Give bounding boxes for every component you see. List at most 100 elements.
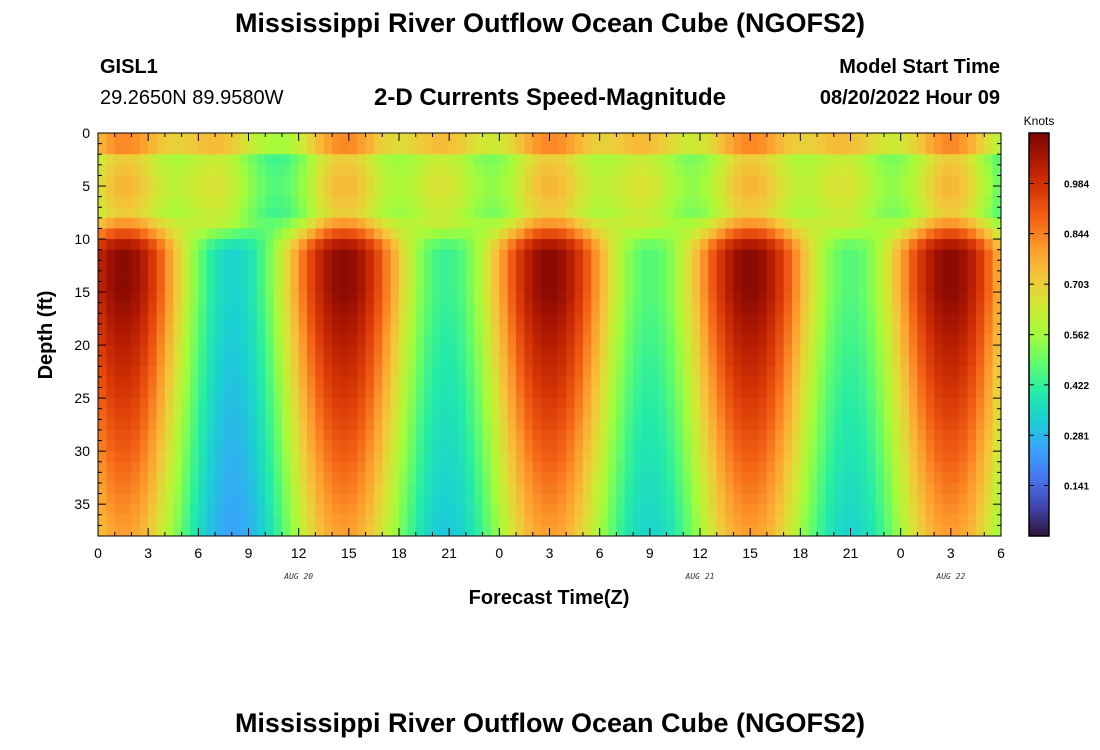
heatmap-cell — [206, 228, 216, 240]
heatmap-cell — [900, 281, 910, 293]
heatmap-cell — [549, 239, 559, 251]
heatmap-cell — [842, 249, 852, 261]
heatmap-cell — [909, 525, 918, 536]
heatmap-cell — [315, 292, 325, 304]
heatmap-cell — [582, 323, 592, 336]
heatmap-cell — [340, 419, 350, 431]
heatmap-cell — [390, 175, 400, 187]
heatmap-cell — [365, 461, 375, 473]
heatmap-cell — [507, 366, 517, 378]
heatmap-cell — [474, 472, 484, 484]
heatmap-cell — [432, 504, 442, 516]
heatmap-cell — [716, 482, 726, 495]
heatmap-cell — [390, 398, 400, 410]
heatmap-cell — [189, 164, 199, 177]
heatmap-cell — [373, 207, 383, 219]
heatmap-cell — [256, 239, 266, 251]
heatmap-cell — [164, 154, 174, 166]
heatmap-cell — [290, 270, 300, 283]
heatmap-cell — [683, 313, 693, 325]
heatmap-cell — [984, 514, 994, 526]
heatmap-cell — [691, 472, 701, 484]
heatmap-cell — [842, 270, 852, 283]
heatmap-cell — [858, 133, 868, 145]
heatmap-cell — [490, 239, 500, 251]
heatmap-cell — [817, 260, 827, 272]
heatmap-cell — [942, 186, 952, 198]
heatmap-cell — [691, 440, 701, 452]
heatmap-cell — [825, 355, 835, 367]
heatmap-cell — [925, 334, 935, 346]
heatmap-cell — [340, 493, 350, 505]
heatmap-cell — [808, 345, 818, 357]
heatmap-cell — [499, 154, 509, 166]
heatmap-cell — [499, 196, 509, 208]
heatmap-cell — [900, 154, 910, 166]
heatmap-cell — [825, 143, 835, 155]
heatmap-cell — [139, 175, 149, 187]
heatmap-cell — [858, 376, 868, 389]
heatmap-cell — [833, 186, 843, 198]
heatmap-cell — [691, 313, 701, 325]
heatmap-cell — [156, 419, 166, 431]
heatmap-cell — [775, 398, 785, 410]
heatmap-cell — [307, 525, 316, 536]
heatmap-cell — [139, 451, 149, 463]
heatmap-cell — [700, 164, 709, 177]
heatmap-cell — [842, 398, 852, 410]
heatmap-cell — [766, 398, 776, 410]
heatmap-cell — [808, 493, 818, 505]
heatmap-cell — [641, 334, 651, 346]
heatmap-cell — [758, 270, 768, 283]
heatmap-cell — [541, 186, 551, 198]
heatmap-cell — [315, 207, 325, 219]
heatmap-cell — [616, 239, 626, 251]
heatmap-cell — [206, 207, 216, 219]
heatmap-cell — [624, 493, 634, 505]
heatmap-cell — [215, 154, 225, 166]
heatmap-cell — [507, 451, 517, 463]
heatmap-cell — [716, 281, 726, 293]
heatmap-cell — [934, 461, 944, 473]
heatmap-cell — [566, 345, 576, 357]
heatmap-cell — [415, 334, 425, 346]
heatmap-cell — [925, 345, 935, 357]
heatmap-cell — [516, 228, 526, 240]
heatmap-cell — [181, 345, 191, 357]
heatmap-cell — [524, 334, 534, 346]
heatmap-cell — [624, 345, 634, 357]
heatmap-cell — [524, 239, 534, 251]
heatmap-cell — [582, 376, 592, 389]
heatmap-cell — [449, 175, 459, 187]
heatmap-cell — [975, 143, 985, 155]
heatmap-cell — [206, 281, 216, 293]
heatmap-cell — [934, 143, 944, 155]
heatmap-cell — [925, 429, 935, 442]
heatmap-cell — [875, 419, 885, 431]
heatmap-cell — [348, 186, 358, 198]
heatmap-cell — [281, 419, 291, 431]
heatmap-cell — [574, 398, 584, 410]
heatmap-cell — [557, 217, 567, 230]
heatmap-cell — [440, 270, 450, 283]
heatmap-cell — [716, 164, 726, 177]
heatmap-cell — [307, 281, 316, 293]
heatmap-cell — [758, 504, 768, 516]
heatmap-cell — [541, 175, 551, 187]
heatmap-cell — [382, 451, 392, 463]
heatmap-cell — [624, 302, 634, 314]
heatmap-cell — [641, 207, 651, 219]
heatmap-cell — [557, 419, 567, 431]
heatmap-cell — [566, 482, 576, 495]
heatmap-cell — [399, 514, 408, 526]
heatmap-cell — [281, 323, 291, 336]
heatmap-cell — [323, 334, 333, 346]
heatmap-cell — [883, 504, 893, 516]
heatmap-cell — [290, 228, 300, 240]
heatmap-cell — [925, 313, 935, 325]
heatmap-cell — [800, 482, 810, 495]
heatmap-cell — [106, 154, 116, 166]
heatmap-cell — [833, 143, 843, 155]
heatmap-cell — [332, 419, 342, 431]
heatmap-cell — [365, 249, 375, 261]
